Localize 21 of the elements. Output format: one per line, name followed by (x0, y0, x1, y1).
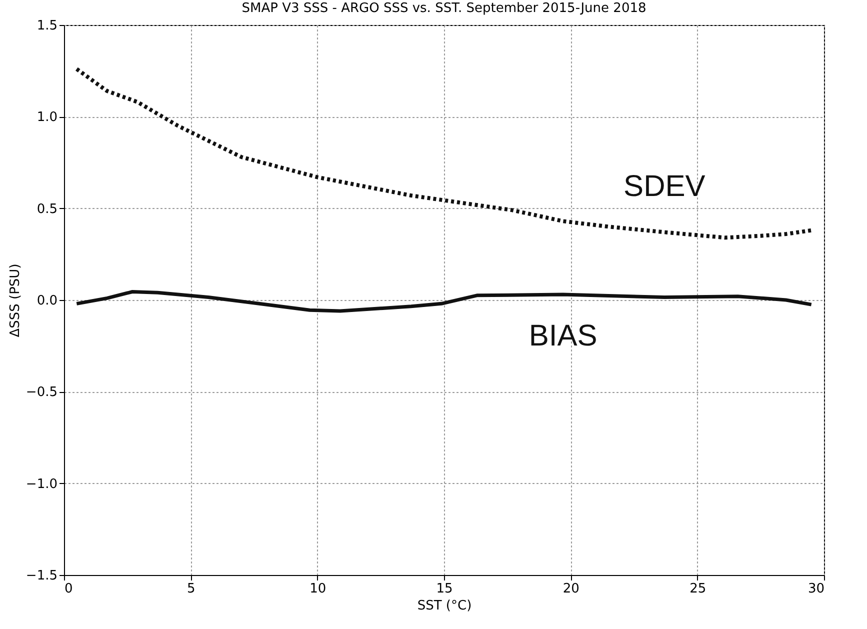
y-tick-label: −1.5 (26, 568, 58, 584)
x-axis-title: SST (°C) (417, 598, 472, 614)
y-tick-label: −0.5 (26, 385, 58, 400)
y-tick-label: 0.0 (36, 294, 58, 308)
x-tick-label: 25 (690, 582, 706, 596)
line-series (74, 290, 814, 313)
chart-title: SMAP V3 SSS - ARGO SSS vs. SST. September 2015-June 2018 (242, 1, 646, 16)
x-tick-label: 30 (808, 582, 824, 596)
y-tick-label: −1.0 (26, 476, 58, 492)
y-axis-title: ΔSSS (PSU) (8, 264, 23, 338)
x-tick-label: 15 (436, 582, 453, 596)
series-label: SDEV (624, 170, 706, 204)
line-series (74, 67, 814, 240)
series-label: BIAS (528, 320, 598, 352)
x-tick-label: 0 (64, 582, 73, 596)
x-tick-label: 5 (187, 582, 196, 596)
y-tick-label: 1.5 (36, 18, 58, 34)
y-tick-label: 0.5 (36, 202, 58, 217)
x-tick-label: 20 (562, 582, 580, 596)
x-tick-label: 10 (310, 582, 326, 596)
y-tick-label: 1.0 (36, 110, 58, 126)
